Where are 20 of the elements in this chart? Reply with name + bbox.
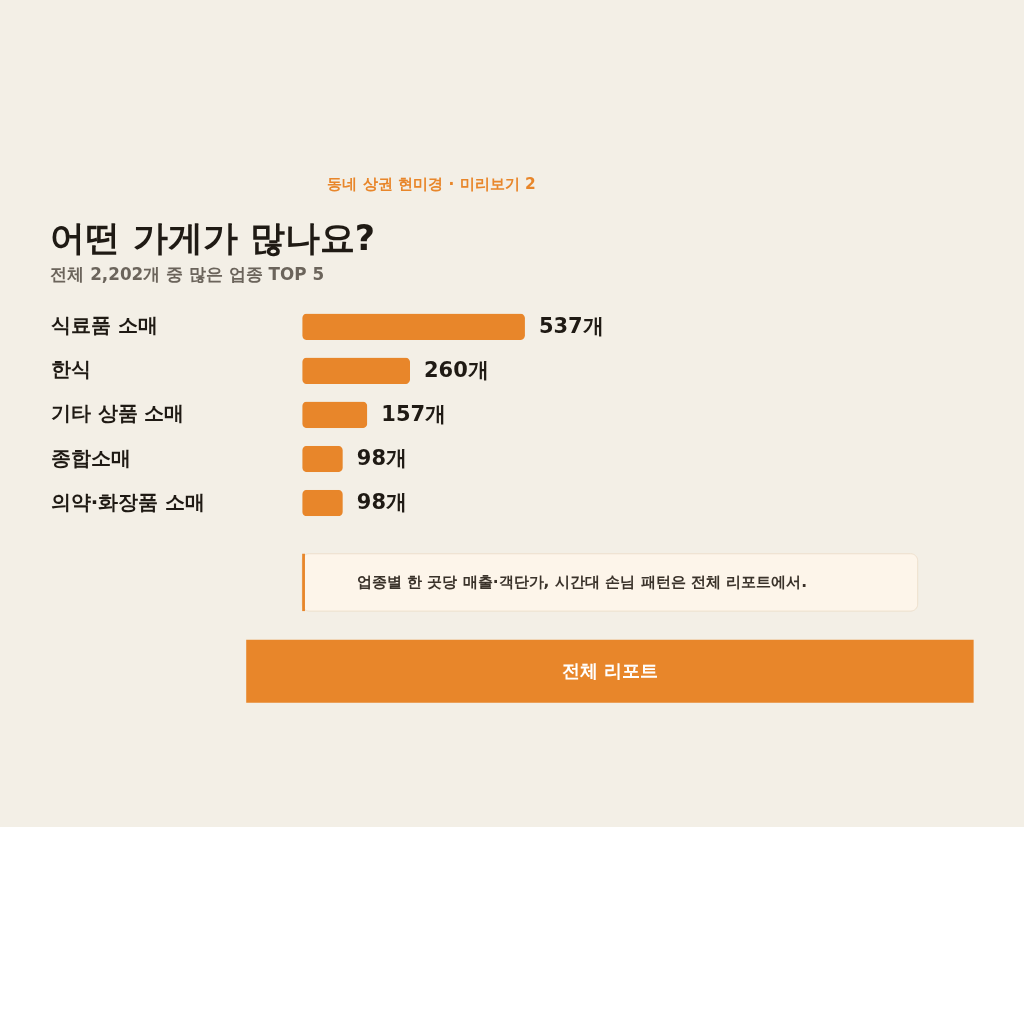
y-tick-label: 종합소매	[50, 446, 131, 470]
bar	[302, 313, 525, 341]
text: 전체 리포트	[561, 659, 659, 681]
chart-title: 어떤 가게가 많나요?	[50, 218, 375, 259]
data-label: 157개	[381, 402, 447, 427]
y-tick-label: 식료품 소매	[50, 314, 158, 338]
text: 동네 상권 현미경 · 미리보기 2	[327, 174, 536, 193]
bar	[302, 357, 411, 385]
bar	[302, 401, 368, 429]
chart-subtitle: 전체 2,202개 중 많은 업종 TOP 5	[50, 264, 325, 285]
bar	[302, 445, 343, 473]
text: 업종별 한 곳당 매출·객단가, 시간대 손님 패턴은 전체 리포트에서.	[356, 573, 808, 592]
data-label: 260개	[424, 358, 489, 383]
y-tick-label: 한식	[50, 358, 91, 382]
bar	[302, 489, 343, 517]
y-tick-label: 의약·화장품 소매	[50, 490, 205, 514]
data-label: 98개	[356, 490, 407, 515]
data-label: 537개	[538, 314, 604, 339]
y-tick-label: 기타 상품 소매	[50, 402, 185, 426]
data-label: 98개	[356, 446, 407, 471]
